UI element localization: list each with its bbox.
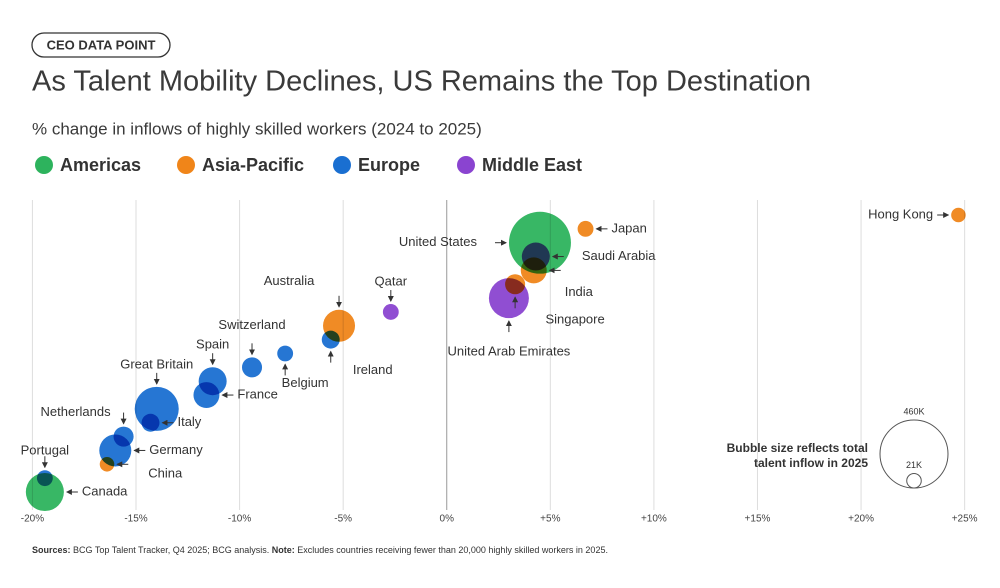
kicker: CEO DATA POINT bbox=[47, 37, 156, 52]
x-tick-label: -10% bbox=[228, 514, 251, 525]
point-label: Switzerland bbox=[218, 317, 285, 332]
bubble bbox=[323, 309, 356, 342]
x-tick-label: +10% bbox=[641, 514, 667, 525]
x-tick-label: 0% bbox=[440, 514, 455, 525]
legend-label: Americas bbox=[60, 155, 141, 175]
point-label: Netherlands bbox=[41, 404, 112, 419]
x-tick-label: +15% bbox=[745, 514, 771, 525]
size-legend-title: Bubble size reflects total bbox=[727, 441, 868, 455]
x-tick-label: -20% bbox=[21, 514, 44, 525]
point-label: Hong Kong bbox=[868, 206, 933, 221]
point-label: Belgium bbox=[282, 375, 329, 390]
chart-subtitle: % change in inflows of highly skilled wo… bbox=[32, 119, 482, 138]
point-label: United States bbox=[399, 234, 478, 249]
bubble bbox=[36, 470, 53, 487]
legend-swatch bbox=[177, 156, 195, 174]
point-label: Germany bbox=[149, 442, 203, 457]
size-legend-title: talent inflow in 2025 bbox=[754, 456, 868, 470]
x-tick-label: -5% bbox=[334, 514, 352, 525]
bubble bbox=[25, 472, 64, 512]
point-label: Italy bbox=[177, 414, 201, 429]
point-label: Singapore bbox=[545, 312, 604, 327]
note: Excludes countries receiving fewer than … bbox=[295, 545, 608, 555]
x-tick-label: -15% bbox=[124, 514, 147, 525]
legend-swatch bbox=[457, 156, 475, 174]
bubble bbox=[198, 367, 227, 396]
legend-label: Middle East bbox=[482, 155, 582, 175]
point-label: India bbox=[565, 284, 594, 299]
size-legend-circle bbox=[879, 419, 949, 489]
bubble bbox=[505, 274, 526, 295]
size-legend-label: 460K bbox=[903, 406, 924, 416]
chart-title: As Talent Mobility Declines, US Remains … bbox=[32, 66, 811, 98]
bubble bbox=[951, 207, 966, 223]
legend-label: Asia-Pacific bbox=[202, 155, 304, 175]
x-tick-label: +20% bbox=[848, 514, 874, 525]
bubble bbox=[577, 220, 594, 237]
point-label: Canada bbox=[82, 483, 128, 498]
bubble bbox=[382, 304, 399, 320]
point-label: China bbox=[148, 466, 183, 481]
point-label: Japan bbox=[611, 220, 646, 235]
size-legend-label: 21K bbox=[906, 460, 922, 470]
point-label: Saudi Arabia bbox=[582, 248, 656, 263]
footnote: Sources: BCG Top Talent Tracker, Q4 2025… bbox=[32, 545, 608, 555]
bubble bbox=[241, 357, 263, 378]
bubble bbox=[113, 426, 134, 447]
legend-label: Europe bbox=[358, 155, 420, 175]
source-label: Sources: bbox=[32, 545, 71, 555]
x-tick-label: +5% bbox=[540, 514, 560, 525]
bubble bbox=[508, 211, 571, 274]
size-legend-circle bbox=[906, 472, 922, 489]
point-label: Portugal bbox=[21, 443, 70, 458]
point-label: Spain bbox=[196, 337, 229, 352]
note-label: Note: bbox=[272, 545, 295, 555]
source: BCG Top Talent Tracker, Q4 2025; BCG ana… bbox=[71, 545, 272, 555]
point-label: Ireland bbox=[353, 362, 393, 377]
legend-swatch bbox=[35, 156, 53, 174]
kicker-pill bbox=[31, 32, 171, 58]
legend-swatch bbox=[333, 156, 351, 174]
point-label: United Arab Emirates bbox=[447, 344, 570, 359]
labels: Canada Portugal China Germany Netherlands Ita… bbox=[21, 206, 950, 498]
point-label: Australia bbox=[264, 273, 315, 288]
x-tick-label: +25% bbox=[952, 514, 978, 525]
point-label: France bbox=[237, 386, 277, 401]
point-label: Great Britain bbox=[120, 356, 193, 371]
bubble bbox=[277, 345, 294, 362]
point-label: Qatar bbox=[375, 273, 408, 288]
bubble bbox=[134, 386, 179, 431]
